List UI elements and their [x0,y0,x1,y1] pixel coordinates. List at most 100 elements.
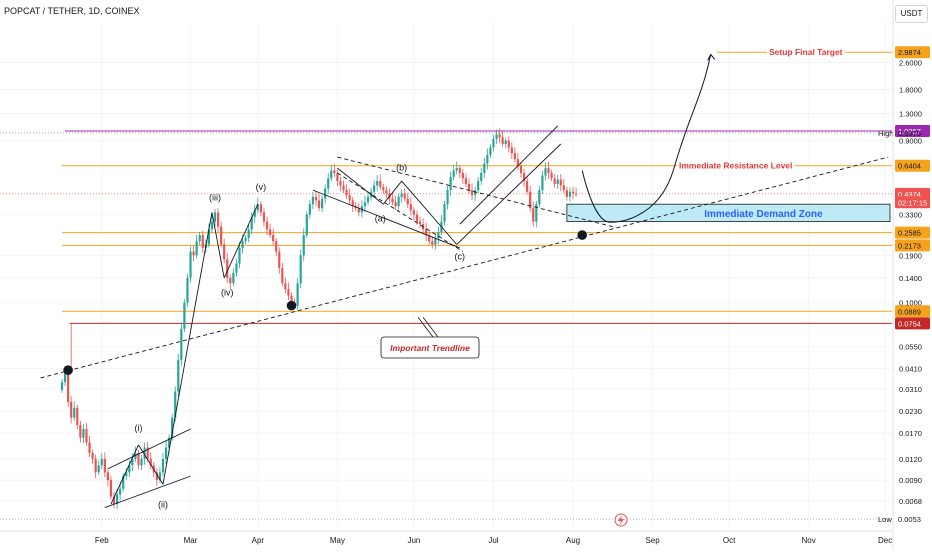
candle-body [458,168,461,174]
channel-line [107,428,191,470]
candle-body [201,235,204,248]
candle-body [510,147,513,154]
candle-body [464,178,468,184]
x-tick-label: Sep [645,536,660,545]
candle-body [85,429,88,443]
candle-body [455,168,458,171]
price-tag-bg [895,125,930,138]
level-label-bg [767,46,845,59]
candle-body [351,200,354,207]
candle-body [314,196,318,201]
y-tick-label: 0.1400 [899,274,922,283]
candle-body [412,210,415,215]
wave-label: (ii) [158,500,168,510]
candle-body [391,198,394,203]
candle-body [541,175,544,191]
candle-body [565,190,568,197]
candle-body [385,190,388,194]
price-tag: 2.9874 [898,48,921,57]
x-tick-label: Mar [184,536,198,545]
candle-body [486,155,489,164]
candle-body [308,204,311,215]
candle-body [418,221,422,225]
wave-label: (a) [375,214,386,224]
pivot-dot [286,300,297,311]
candle-body [571,191,575,194]
candle-body [501,137,504,144]
candle-body [146,447,149,459]
candle-body [394,202,397,207]
candle-body [232,272,235,284]
candle-body [535,204,538,222]
important-trendline [40,156,889,379]
candle-body [480,173,483,182]
candle-body [213,212,217,222]
grid [0,22,892,528]
wave-label: (b) [396,163,407,173]
channel-line [459,125,559,225]
candle-body [474,190,477,196]
candle-body [94,458,97,473]
level-label: High [878,129,893,138]
projection-arrowhead [707,53,716,61]
candle-body [321,198,324,209]
candle-body [100,458,103,466]
y-tick-label: 0.0090 [899,476,922,485]
candle-body [324,188,327,199]
candle-body [363,202,367,207]
wave-line [110,444,139,505]
candle-body [339,181,342,186]
level-label: Immediate Resistance Level [679,161,792,171]
candle-body [103,458,106,473]
candle-body [256,204,259,211]
horizontal-levels [0,51,892,520]
candle-body [223,244,226,260]
level-label: Setup Final Target [769,47,843,57]
candle-body [443,204,446,222]
candle-body [97,465,100,473]
trendline-callout-label: Important Trendline [390,343,470,353]
candle-body [122,476,125,489]
price-tag: 0.2173 [898,241,921,250]
candle-body [522,173,526,182]
price-tag-bg [895,305,930,318]
candle-body [403,193,406,199]
demand-zone-label: Immediate Demand Zone [704,209,823,220]
y-tick-label: 0.9000 [899,137,922,146]
candle-body [544,168,547,176]
candle-body [137,453,140,466]
currency-button[interactable]: USDT [895,5,928,23]
candle-body [357,208,360,213]
candle-body [235,263,238,273]
price-tag-bg [895,46,930,59]
candle-body [220,226,223,245]
wedge-line [337,172,464,252]
candle-body [76,407,79,426]
y-tick-label: 0.0410 [899,364,922,373]
trendline-callout-box [380,336,480,359]
wave-line [211,212,225,278]
candle-body [79,425,82,438]
candle-body [342,185,345,191]
candle-body [513,153,516,160]
y-tick-label: 2.6000 [899,58,922,67]
wave-line [223,204,259,278]
candle-body [562,185,565,191]
candle-body [379,181,382,187]
candle-body [272,235,275,242]
candle-body [382,186,385,191]
x-tick-label: Aug [566,536,580,545]
candle-body [470,190,474,196]
lightning-icon [614,513,628,527]
candle-body [284,283,287,290]
candle-body [250,216,253,230]
candle-body [143,447,146,459]
candle-body [189,251,192,278]
wave-label: (c) [455,251,466,261]
candle-body [63,370,67,383]
candle-body [559,179,562,186]
candles [60,128,578,509]
candle-body [287,289,290,296]
